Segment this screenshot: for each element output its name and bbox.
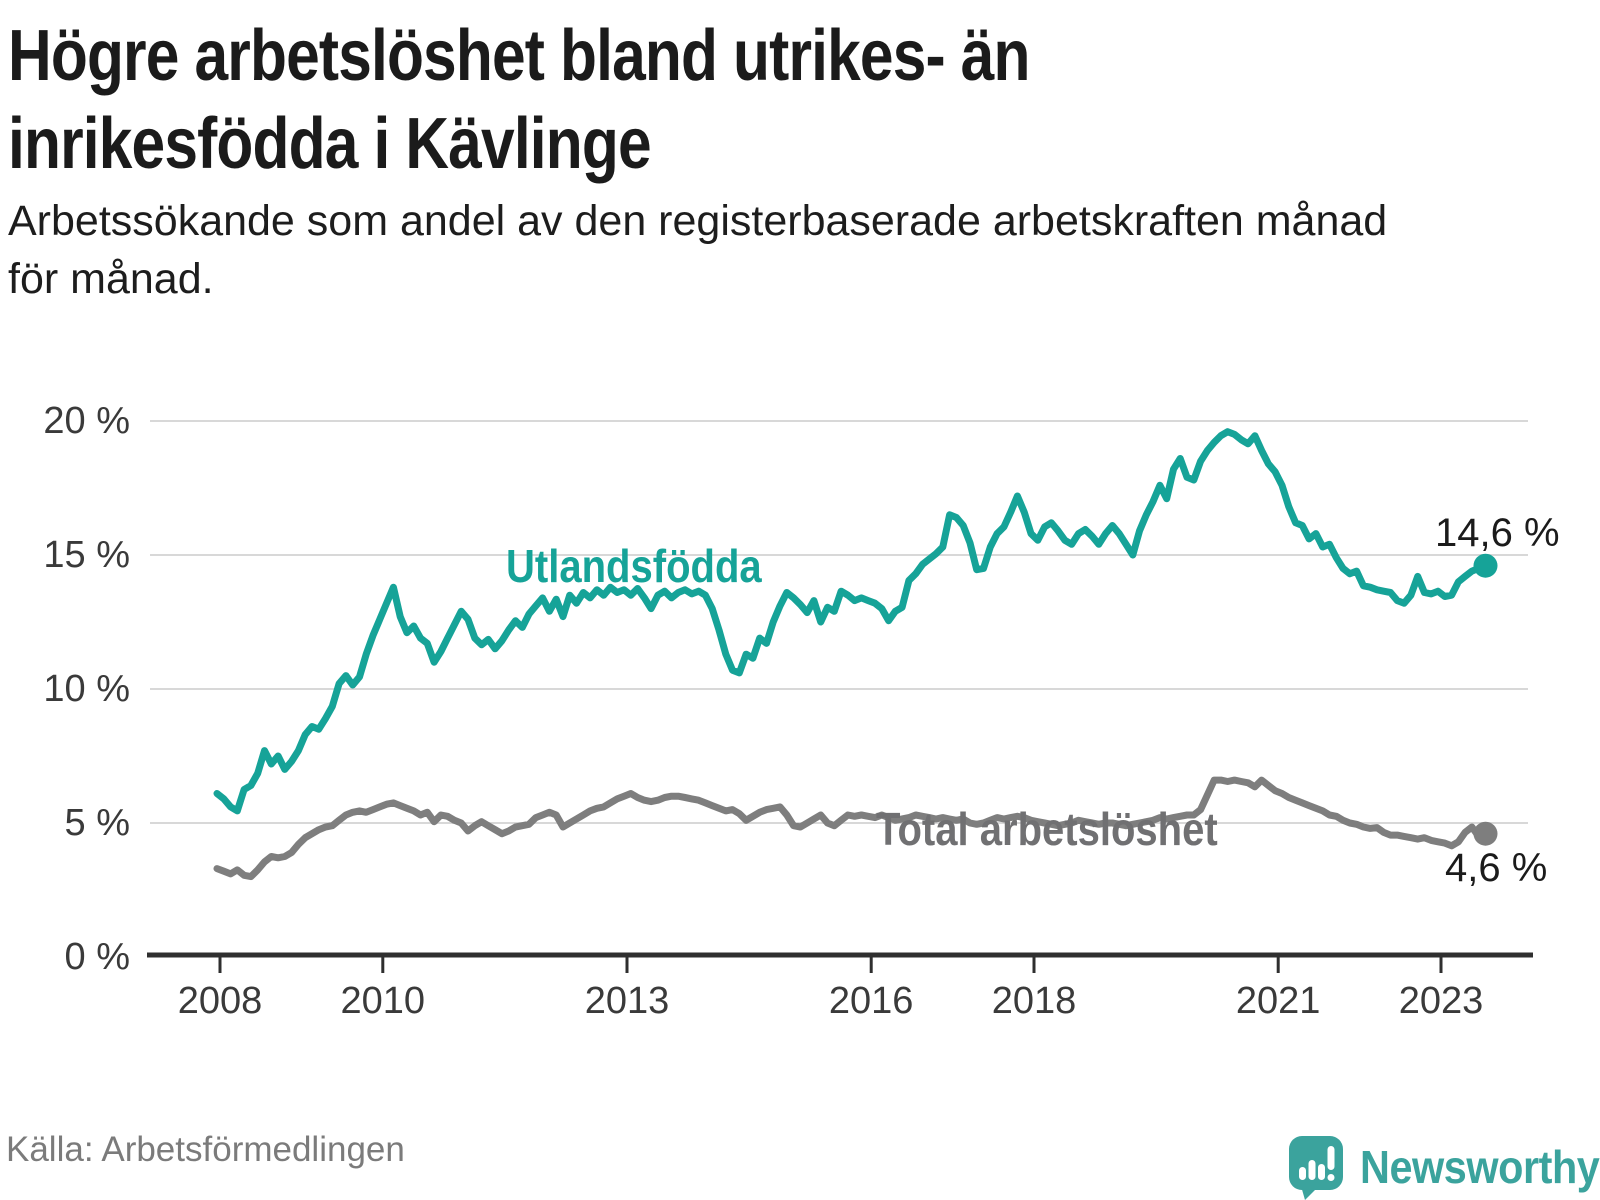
series-line-utlandsfodda — [213, 428, 1489, 815]
x-axis-label: 2023 — [1398, 980, 1484, 1022]
chart-title-line1: Högre arbetslöshet bland utrikes- än — [8, 16, 1031, 96]
chart-title: Högre arbetslöshet bland utrikes- än inr… — [8, 12, 1031, 188]
series-label-total-arbetsloshet: Total arbetslöshet — [876, 803, 1218, 855]
source-note: Källa: Arbetsförmedlingen — [6, 1130, 405, 1169]
y-axis-label: 0 % — [64, 936, 130, 978]
x-axis-label: 2021 — [1235, 980, 1321, 1022]
chart-subtitle-line2: för månad. — [8, 255, 214, 303]
chart-subtitle: Arbetssökande som andel av den registerb… — [8, 192, 1387, 308]
series-line-total — [213, 776, 1489, 881]
end-value-label-total: 4,6 % — [1445, 846, 1548, 890]
end-value-label-utlandsfodda: 14,6 % — [1435, 511, 1560, 555]
x-axis-label: 2008 — [177, 980, 263, 1022]
newsworthy-icon — [1289, 1136, 1343, 1200]
x-axis-label: 2018 — [991, 980, 1077, 1022]
series-end-dot-utlandsfodda — [1473, 553, 1498, 578]
y-axis-label: 10 % — [43, 668, 130, 710]
series-label-utlandsfodda: Utlandsfödda — [506, 540, 762, 592]
chart-subtitle-line1: Arbetssökande som andel av den registerb… — [8, 197, 1388, 245]
newsworthy-logo: Newsworthy — [1288, 1136, 1600, 1200]
x-axis-label: 2010 — [340, 980, 426, 1022]
series-end-dot-total — [1473, 821, 1498, 846]
chart-title-line2: inrikesfödda i Kävlinge — [8, 104, 652, 184]
y-axis-label: 15 % — [43, 534, 130, 576]
x-axis-label: 2013 — [584, 980, 670, 1022]
y-axis-label: 5 % — [64, 802, 130, 844]
y-axis-label: 20 % — [43, 400, 130, 442]
x-axis-label: 2016 — [828, 980, 914, 1022]
newsworthy-wordmark: Newsworthy — [1360, 1141, 1600, 1193]
